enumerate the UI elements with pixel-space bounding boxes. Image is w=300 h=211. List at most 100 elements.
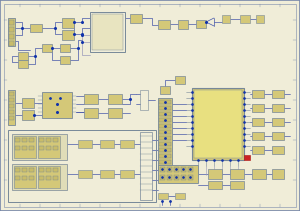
Bar (160, 167, 165, 172)
Bar (188, 175, 193, 180)
Bar (18, 60, 28, 68)
Bar (62, 30, 74, 40)
Bar (78, 140, 92, 148)
Bar (244, 155, 250, 160)
Bar (12, 164, 67, 190)
Bar (29, 168, 34, 172)
Bar (272, 118, 284, 126)
Bar (53, 168, 58, 172)
Bar (108, 94, 122, 104)
Bar (188, 167, 193, 172)
Bar (159, 148, 171, 152)
Bar (78, 170, 92, 178)
Bar (159, 130, 171, 134)
Bar (272, 132, 284, 140)
Bar (159, 160, 171, 164)
Bar (272, 104, 284, 112)
Bar (53, 176, 58, 180)
Bar (159, 100, 171, 104)
Bar (22, 176, 27, 180)
Bar (84, 94, 98, 104)
Bar (240, 15, 250, 23)
Bar (130, 14, 142, 23)
Bar (208, 169, 222, 179)
Bar (158, 20, 170, 29)
Bar (196, 20, 206, 28)
Bar (158, 165, 198, 183)
Bar (14, 136, 36, 158)
Bar (167, 175, 172, 180)
Bar (39, 138, 44, 142)
Bar (46, 168, 51, 172)
Bar (252, 132, 264, 140)
Bar (159, 124, 171, 128)
Bar (159, 118, 171, 122)
Bar (256, 15, 264, 23)
Bar (14, 166, 36, 188)
Bar (18, 52, 28, 60)
Bar (15, 176, 20, 180)
Bar (9, 98, 14, 102)
Bar (175, 193, 185, 199)
Bar (9, 41, 14, 46)
Bar (84, 108, 98, 118)
Bar (120, 140, 134, 148)
Bar (159, 142, 171, 146)
Bar (252, 90, 264, 98)
Bar (9, 104, 14, 108)
Bar (194, 90, 242, 158)
Bar (42, 44, 52, 52)
Bar (160, 175, 165, 180)
Bar (39, 168, 44, 172)
Bar (158, 98, 172, 170)
Bar (181, 175, 186, 180)
Bar (192, 88, 244, 160)
Bar (42, 92, 72, 118)
Bar (9, 27, 14, 32)
Bar (60, 56, 70, 64)
Bar (252, 146, 264, 154)
Bar (15, 146, 20, 150)
Bar (230, 169, 244, 179)
Bar (174, 167, 179, 172)
Bar (46, 146, 51, 150)
Bar (167, 167, 172, 172)
Bar (92, 14, 123, 50)
Bar (8, 18, 15, 46)
Bar (159, 112, 171, 116)
Bar (9, 20, 14, 25)
Bar (53, 146, 58, 150)
Bar (39, 146, 44, 150)
Bar (22, 110, 34, 120)
Bar (100, 140, 114, 148)
Bar (9, 34, 14, 39)
Bar (15, 138, 20, 142)
Bar (100, 170, 114, 178)
Bar (53, 138, 58, 142)
Bar (208, 181, 222, 189)
Bar (46, 176, 51, 180)
Bar (29, 176, 34, 180)
Bar (12, 134, 67, 160)
Bar (9, 116, 14, 120)
Bar (22, 168, 27, 172)
Bar (140, 132, 152, 200)
Bar (22, 98, 34, 108)
Bar (230, 181, 244, 189)
Bar (9, 110, 14, 114)
Bar (158, 193, 168, 199)
Bar (222, 15, 230, 23)
Bar (90, 12, 125, 52)
Bar (120, 170, 134, 178)
Bar (272, 169, 284, 179)
Bar (159, 154, 171, 158)
Bar (29, 138, 34, 142)
Bar (140, 90, 148, 110)
Bar (8, 130, 156, 202)
Bar (252, 104, 264, 112)
Bar (39, 176, 44, 180)
Bar (252, 169, 266, 179)
Bar (15, 168, 20, 172)
Bar (108, 108, 122, 118)
Bar (272, 90, 284, 98)
